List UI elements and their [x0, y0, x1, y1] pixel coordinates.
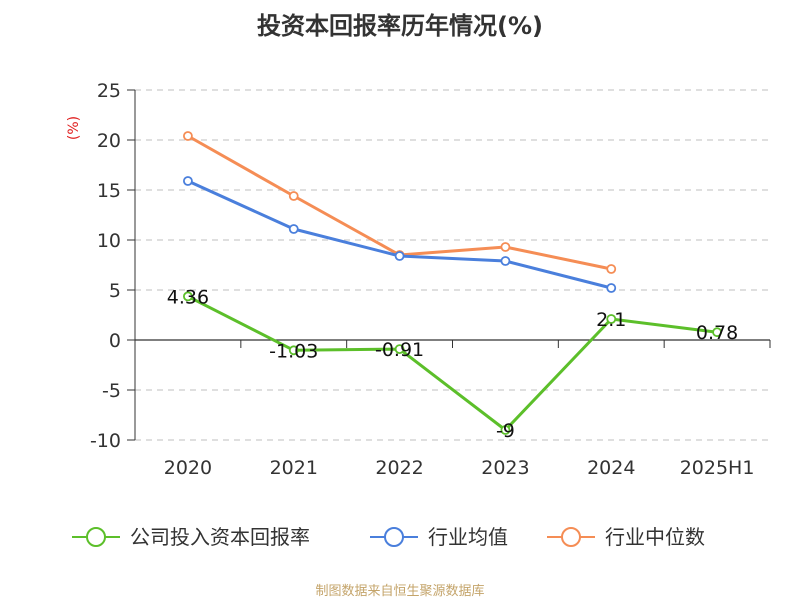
data-point — [288, 345, 299, 356]
data-point — [394, 251, 405, 261]
data-label: 4.36 — [167, 286, 209, 308]
x-tick-label: 2024 — [587, 457, 635, 479]
data-point — [183, 131, 193, 141]
y-tick-label: 25 — [97, 80, 121, 102]
series-line — [187, 179, 612, 290]
data-point — [500, 256, 511, 266]
series-line — [187, 134, 612, 271]
y-tick-label: -5 — [102, 380, 121, 402]
legend-item: 公司投入资本回报率 — [72, 525, 310, 549]
legend-label: 行业均值 — [428, 525, 508, 549]
y-tick-label: 10 — [97, 230, 121, 252]
data-label: -9 — [496, 420, 515, 442]
data-point — [606, 283, 617, 293]
data-source-note: 制图数据来自恒生聚源数据库 — [315, 584, 485, 599]
data-point — [712, 327, 722, 338]
data-point — [183, 176, 193, 186]
data-point — [288, 224, 299, 234]
x-tick-label: 2021 — [270, 457, 318, 479]
legend-item: 行业中位数 — [547, 525, 705, 549]
chart-title: 投资本回报率历年情况(%) — [257, 12, 543, 40]
data-point — [394, 344, 405, 355]
legend-label: 行业中位数 — [605, 525, 705, 549]
data-point — [606, 314, 617, 324]
y-tick-label: 20 — [97, 130, 121, 152]
x-tick-label: 2022 — [375, 457, 423, 479]
data-label: -0.91 — [375, 339, 424, 361]
data-label: -1.03 — [269, 340, 318, 362]
y-tick-label: 5 — [109, 280, 121, 302]
data-label: 0.78 — [696, 322, 738, 344]
data-point — [500, 242, 511, 252]
series-line — [187, 295, 718, 432]
y-tick-label: -10 — [90, 430, 121, 452]
y-axis-unit: (%) — [66, 116, 82, 140]
data-label: 2.1 — [596, 309, 626, 331]
data-point — [500, 425, 511, 435]
data-point — [606, 264, 617, 274]
legend-marker — [561, 527, 581, 547]
data-point — [288, 191, 299, 201]
y-tick-label: 0 — [109, 330, 121, 352]
y-tick-label: 15 — [97, 180, 121, 202]
x-tick-label: 2023 — [481, 457, 529, 479]
legend-item: 行业均值 — [370, 525, 508, 549]
legend-marker — [384, 527, 404, 547]
legend-label: 公司投入资本回报率 — [130, 525, 310, 549]
legend-marker — [86, 527, 106, 547]
data-point — [183, 291, 193, 302]
x-tick-label: 2020 — [164, 457, 212, 479]
x-tick-label: 2025H1 — [680, 457, 755, 479]
